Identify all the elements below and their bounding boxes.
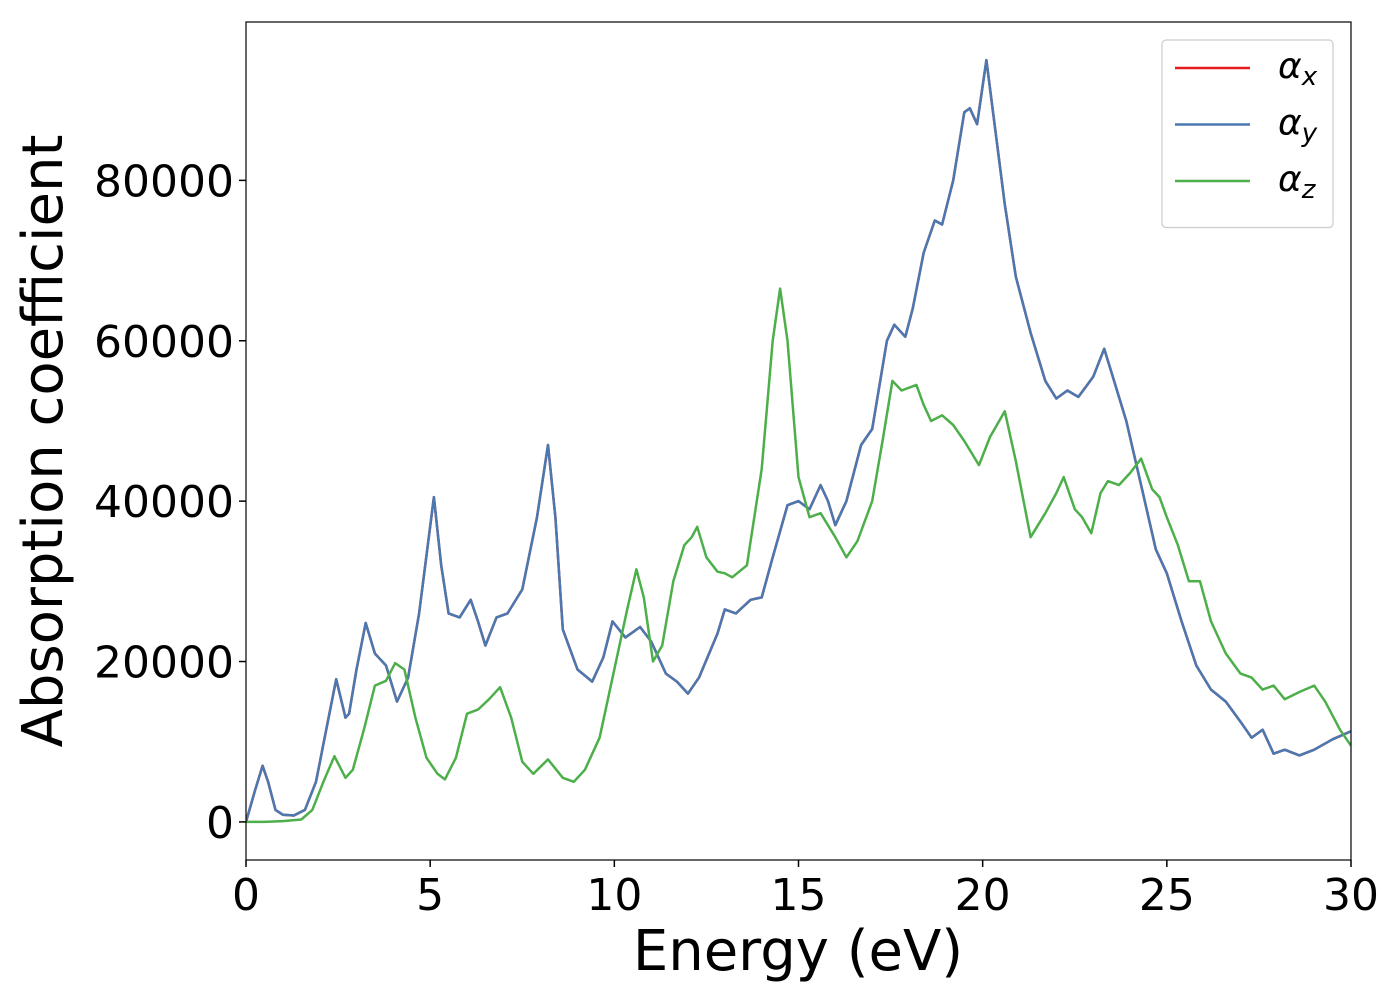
plot bbox=[246, 58, 1351, 824]
x-tick-label: 5 bbox=[416, 870, 444, 921]
x-tick-label: 0 bbox=[232, 870, 260, 921]
x-tick-label: 20 bbox=[955, 870, 1011, 921]
series-line bbox=[246, 287, 1351, 824]
series-line bbox=[246, 58, 1351, 823]
x-axis-label: Energy (eV) bbox=[633, 919, 963, 984]
y-tick-label: 40000 bbox=[94, 477, 234, 528]
y-tick-label: 60000 bbox=[94, 317, 234, 368]
x-tick-label: 30 bbox=[1323, 870, 1379, 921]
legend-label: αz bbox=[1278, 159, 1317, 205]
x-tick-label: 25 bbox=[1139, 870, 1195, 921]
y-tick-label: 20000 bbox=[94, 638, 234, 689]
x-tick-label: 15 bbox=[771, 870, 827, 921]
y-axis-label: Absorption coefficient bbox=[11, 135, 76, 748]
x-tick-label: 10 bbox=[586, 870, 642, 921]
y-tick-label: 80000 bbox=[94, 156, 234, 207]
legend-label: αy bbox=[1278, 103, 1318, 149]
y-tick-label: 0 bbox=[206, 798, 234, 849]
legend-label: αx bbox=[1278, 46, 1318, 92]
plot-frame bbox=[245, 21, 1352, 861]
